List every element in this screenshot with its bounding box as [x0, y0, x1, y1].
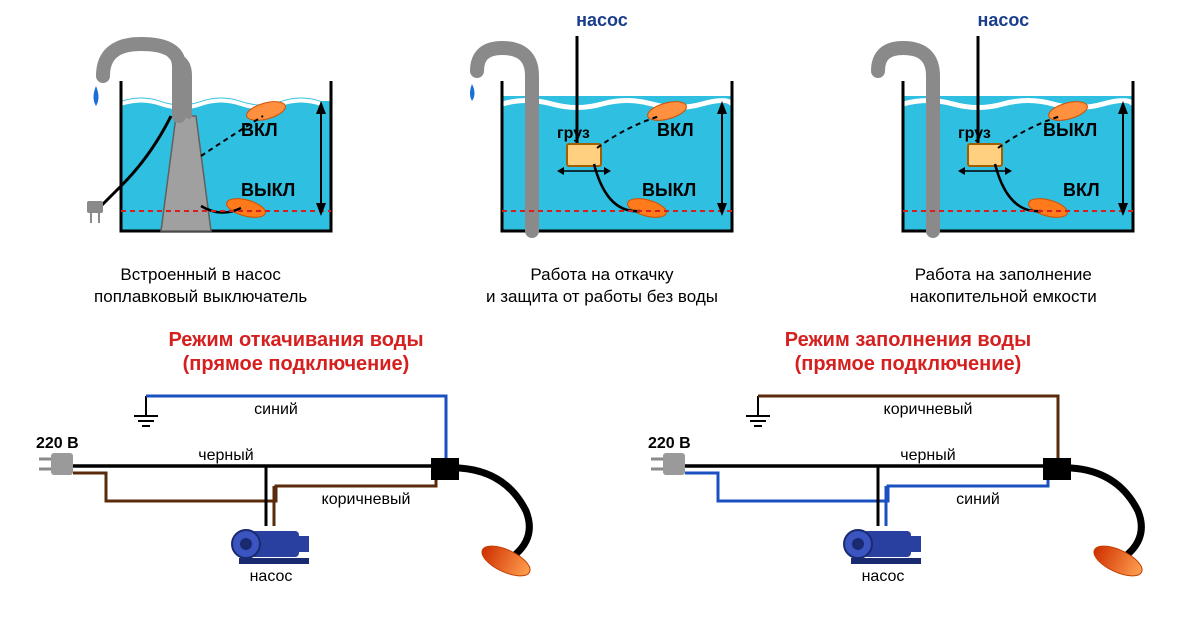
svg-text:синий: синий [956, 491, 1000, 508]
svg-text:220 В: 220 В [648, 435, 691, 452]
title-line: Режим заполнения воды [785, 329, 1031, 351]
svg-text:груз: груз [557, 125, 590, 142]
svg-text:коричневый: коричневый [322, 491, 411, 508]
svg-text:ВКЛ: ВКЛ [1063, 180, 1100, 200]
tank-panel-3: насос груз ВЫКЛ [843, 10, 1163, 308]
svg-text:220 В: 220 В [36, 435, 79, 452]
caption-line: накопительной емкости [910, 287, 1097, 306]
title-line: (прямое подключение) [795, 353, 1022, 375]
tank-diagram-2: груз ВКЛ ВЫКЛ [442, 36, 762, 256]
svg-text:синий: синий [254, 401, 298, 418]
tank-caption-1: Встроенный в насос поплавковый выключате… [41, 264, 361, 308]
tank-caption-3: Работа на заполнение накопительной емкос… [843, 264, 1163, 308]
svg-text:коричневый: коричневый [884, 401, 973, 418]
title-line: Режим откачивания воды [168, 329, 423, 351]
title-line: (прямое подключение) [183, 353, 410, 375]
svg-text:насос: насос [862, 568, 905, 585]
svg-text:черный: черный [900, 447, 955, 464]
tank-caption-2: Работа на откачку и защита от работы без… [442, 264, 762, 308]
wiring-title-2: Режим заполнения воды (прямое подключени… [628, 328, 1188, 376]
wiring-panel-2: Режим заполнения воды (прямое подключени… [628, 328, 1188, 596]
caption-line: и защита от работы без воды [486, 287, 718, 306]
top-diagram-row: ВКЛ ВЫКЛ Встроенный в насос поплавковый … [0, 0, 1204, 308]
svg-text:насос: насос [250, 568, 293, 585]
svg-text:черный: черный [198, 447, 253, 464]
caption-line: Работа на заполнение [915, 265, 1092, 284]
tank-panel-2: насос груз [442, 10, 762, 308]
caption-line: поплавковый выключатель [94, 287, 307, 306]
svg-text:ВЫКЛ: ВЫКЛ [1043, 120, 1097, 140]
tank-diagram-1: ВКЛ ВЫКЛ [41, 36, 361, 256]
caption-line: Работа на откачку [530, 265, 673, 284]
wiring-diagram-1: синий 220 В черный коричневый [16, 376, 576, 596]
tank-panel-1: ВКЛ ВЫКЛ Встроенный в насос поплавковый … [41, 10, 361, 308]
tank-top-label: насос [843, 10, 1163, 32]
tank-top-label: насос [442, 10, 762, 32]
wiring-diagram-2: коричневый 220 В черный синий [628, 376, 1188, 596]
svg-text:ВЫКЛ: ВЫКЛ [241, 180, 295, 200]
caption-line: Встроенный в насос [120, 265, 280, 284]
svg-text:груз: груз [958, 125, 991, 142]
bottom-wiring-row: Режим откачивания воды (прямое подключен… [0, 328, 1204, 596]
wiring-title-1: Режим откачивания воды (прямое подключен… [16, 328, 576, 376]
tank-diagram-3: груз ВЫКЛ ВКЛ [843, 36, 1163, 256]
svg-text:ВКЛ: ВКЛ [241, 120, 278, 140]
svg-text:ВКЛ: ВКЛ [657, 120, 694, 140]
svg-text:ВЫКЛ: ВЫКЛ [642, 180, 696, 200]
wiring-panel-1: Режим откачивания воды (прямое подключен… [16, 328, 576, 596]
tank-top-label [41, 10, 361, 32]
